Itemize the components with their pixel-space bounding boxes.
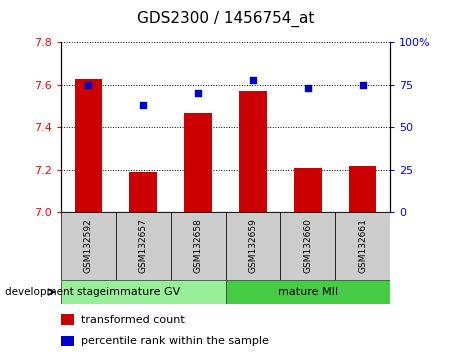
Point (140, 103, 147, 108)
Point (85, 82, 92, 88)
Text: GSM132659: GSM132659 (249, 218, 258, 273)
Text: immature GV: immature GV (106, 287, 180, 297)
Point (304, 86, 312, 91)
Point (359, 82, 366, 88)
Text: GSM132658: GSM132658 (193, 218, 202, 273)
Bar (61, 280, 226, 304)
Bar (116, 212, 170, 280)
Text: GDS2300 / 1456754_at: GDS2300 / 1456754_at (137, 11, 314, 27)
Text: GSM132660: GSM132660 (304, 218, 312, 273)
Bar (349, 166, 377, 212)
Bar (239, 91, 267, 212)
Text: transformed count: transformed count (81, 315, 184, 325)
Bar (226, 280, 390, 304)
Text: mature MII: mature MII (278, 287, 338, 297)
Bar (129, 172, 157, 212)
Bar (61, 336, 74, 346)
Point (249, 77, 257, 83)
Bar (61, 314, 74, 325)
Text: development stage: development stage (5, 287, 106, 297)
Point (194, 91, 202, 96)
Bar (294, 168, 322, 212)
Text: percentile rank within the sample: percentile rank within the sample (81, 336, 268, 346)
Text: GSM132592: GSM132592 (84, 218, 93, 273)
Bar (170, 212, 226, 280)
Bar (335, 212, 390, 280)
Bar (226, 212, 281, 280)
Text: GSM132657: GSM132657 (139, 218, 147, 273)
Text: GSM132661: GSM132661 (358, 218, 367, 273)
Bar (61, 212, 116, 280)
Bar (184, 113, 212, 212)
Bar (74, 79, 102, 212)
Bar (281, 212, 335, 280)
